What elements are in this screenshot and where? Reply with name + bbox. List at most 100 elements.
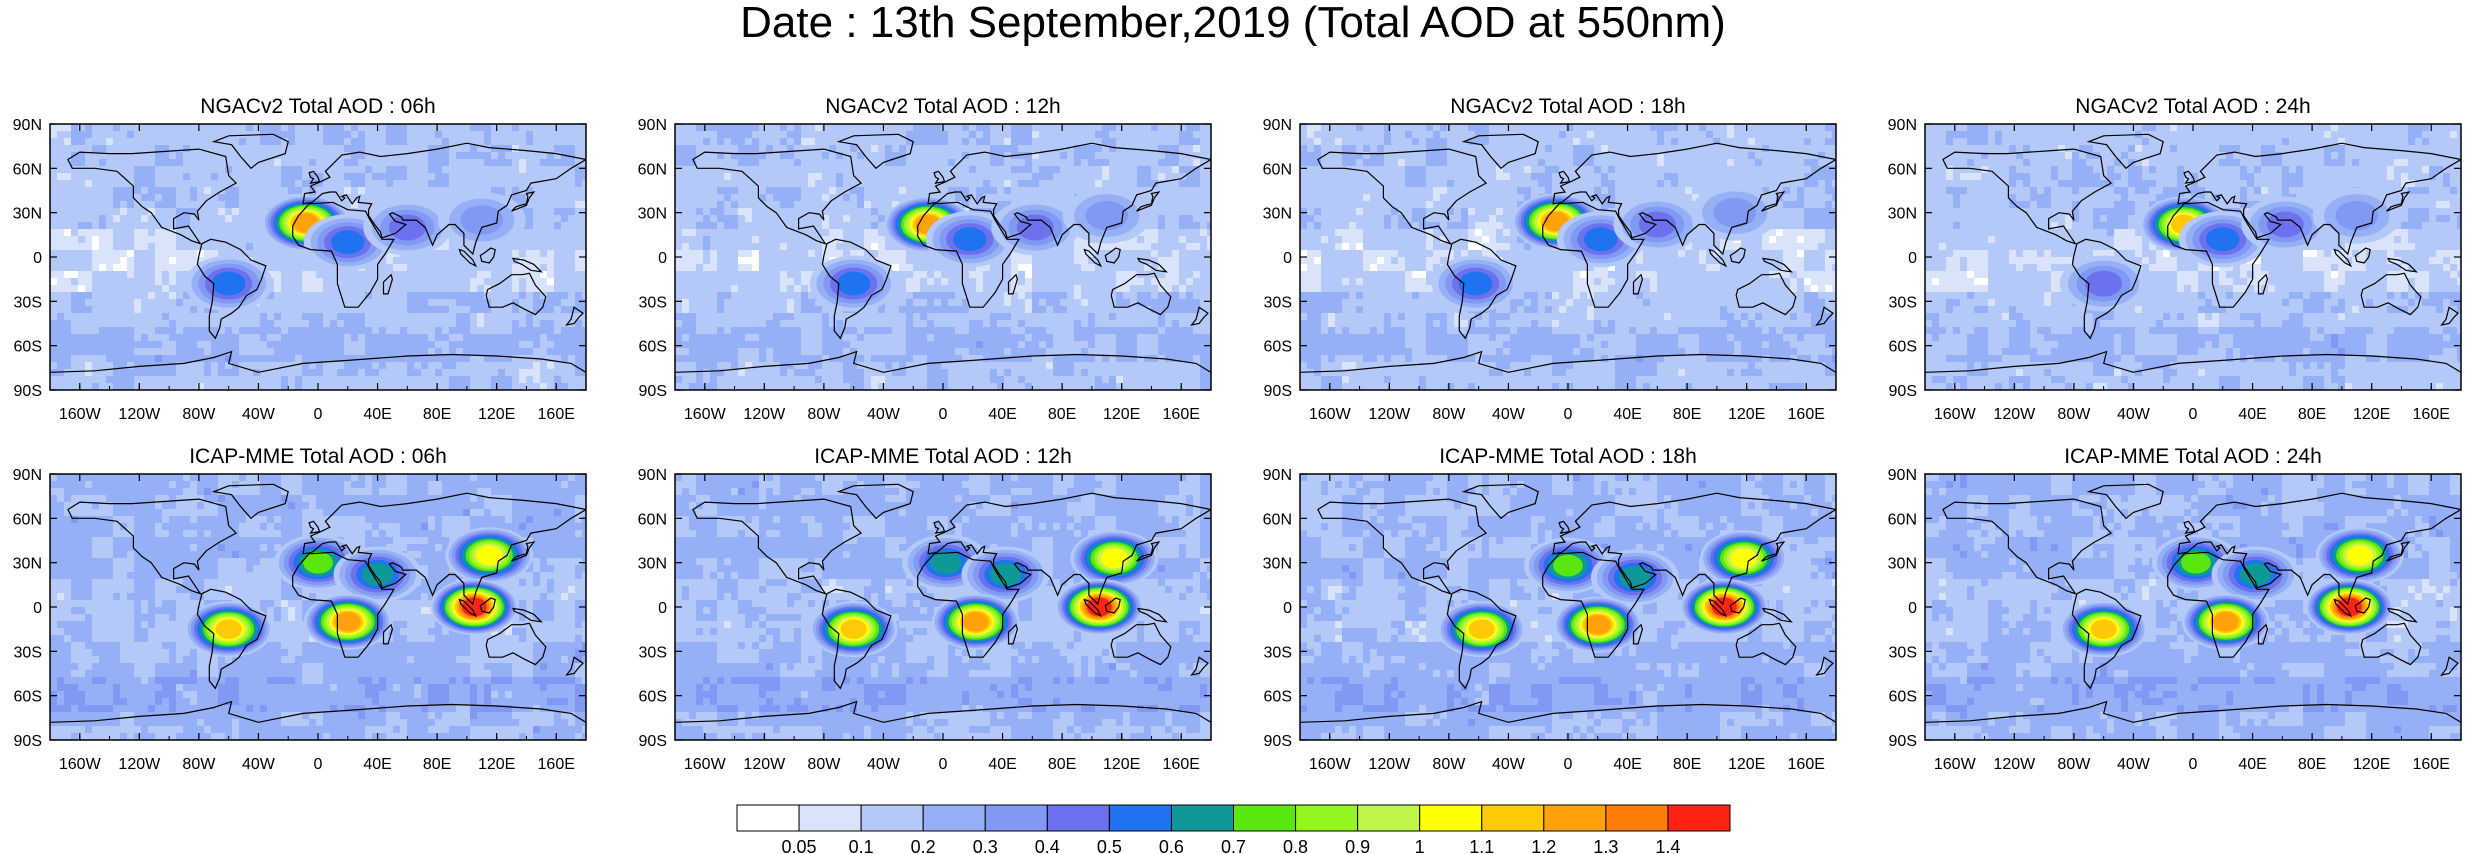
aod-cell (78, 222, 85, 229)
aod-cell (393, 327, 400, 334)
aod-cell (169, 166, 176, 173)
aod-cell (568, 369, 575, 376)
aod-cell (113, 152, 120, 159)
aod-cell (731, 299, 738, 306)
aod-cell (787, 320, 794, 327)
aod-cell (689, 348, 696, 355)
aod-cell (162, 215, 169, 222)
aod-cell (260, 341, 267, 348)
aod-cell (822, 250, 829, 257)
aod-cell (351, 131, 358, 138)
aod-cell (857, 348, 864, 355)
aod-cell (463, 341, 470, 348)
aod-cell (393, 152, 400, 159)
aod-cell (850, 334, 857, 341)
aod-cell (407, 376, 414, 383)
aod-cell (260, 313, 267, 320)
aod-cell (428, 306, 435, 313)
aod-cell (421, 257, 428, 264)
aod-cell (955, 369, 962, 376)
aod-cell (696, 348, 703, 355)
aod-cell (85, 145, 92, 152)
aod-cell (780, 124, 787, 131)
aod-cell (78, 278, 85, 285)
aod-cell (120, 187, 127, 194)
aod-cell (703, 222, 710, 229)
aod-cell (689, 201, 696, 208)
aod-cell (808, 145, 815, 152)
aod-cell (969, 376, 976, 383)
aod-cell (442, 243, 449, 250)
aod-cell (344, 306, 351, 313)
aod-cell (689, 306, 696, 313)
aod-cell (822, 243, 829, 250)
aod-cell (267, 152, 274, 159)
aod-cell (141, 159, 148, 166)
aod-cell (85, 250, 92, 257)
aod-cell (253, 320, 260, 327)
aod-cell (962, 299, 969, 306)
aod-cell (1025, 159, 1032, 166)
aod-cell (519, 250, 526, 257)
aod-cell (246, 208, 253, 215)
aod-cell (442, 194, 449, 201)
aod-cell (155, 320, 162, 327)
aod-cell (127, 376, 134, 383)
aod-cell (239, 124, 246, 131)
aod-cell (491, 285, 498, 292)
aod-cell (71, 208, 78, 215)
aod-cell (477, 166, 484, 173)
aod-cell (190, 306, 197, 313)
aod-cell (421, 187, 428, 194)
aod-cell (899, 306, 906, 313)
aod-cell (871, 320, 878, 327)
aod-cell (442, 306, 449, 313)
aod-cell (365, 334, 372, 341)
aod-cell (148, 250, 155, 257)
aod-cell (106, 159, 113, 166)
aod-cell (421, 264, 428, 271)
aod-cell (526, 362, 533, 369)
aod-cell (505, 257, 512, 264)
aod-cell (113, 369, 120, 376)
aod-cell (1018, 334, 1025, 341)
aod-cell (941, 285, 948, 292)
aod-cell (134, 166, 141, 173)
aod-cell (274, 376, 281, 383)
aod-cell (295, 250, 302, 257)
aod-cell (428, 271, 435, 278)
aod-cell (351, 166, 358, 173)
aod-cell (386, 194, 393, 201)
aod-cell (519, 159, 526, 166)
aod-cell (407, 145, 414, 152)
aod-cell (113, 334, 120, 341)
aod-cell (428, 152, 435, 159)
aod-cell (955, 299, 962, 306)
aod-cell (204, 166, 211, 173)
aod-cell (155, 257, 162, 264)
aod-cell (554, 376, 561, 383)
aod-cell (575, 173, 582, 180)
aod-cell (1004, 369, 1011, 376)
aod-cell (351, 327, 358, 334)
aod-cell (1018, 166, 1025, 173)
aod-cell (1032, 313, 1039, 320)
aod-cell (787, 348, 794, 355)
aod-cell (519, 264, 526, 271)
coastline-eurasia (302, 142, 586, 256)
aod-cell (169, 152, 176, 159)
aod-cell (864, 334, 871, 341)
aod-cell (393, 306, 400, 313)
aod-cell (892, 173, 899, 180)
aod-cell (836, 180, 843, 187)
aod-cell (1032, 306, 1039, 313)
aod-cell (246, 376, 253, 383)
aod-cell (64, 278, 71, 285)
aod-cell (675, 313, 682, 320)
aod-cell (941, 299, 948, 306)
aod-cell (850, 250, 857, 257)
aod-cell (421, 334, 428, 341)
aod-cell (878, 138, 885, 145)
aod-cell (148, 145, 155, 152)
aod-cell (267, 334, 274, 341)
